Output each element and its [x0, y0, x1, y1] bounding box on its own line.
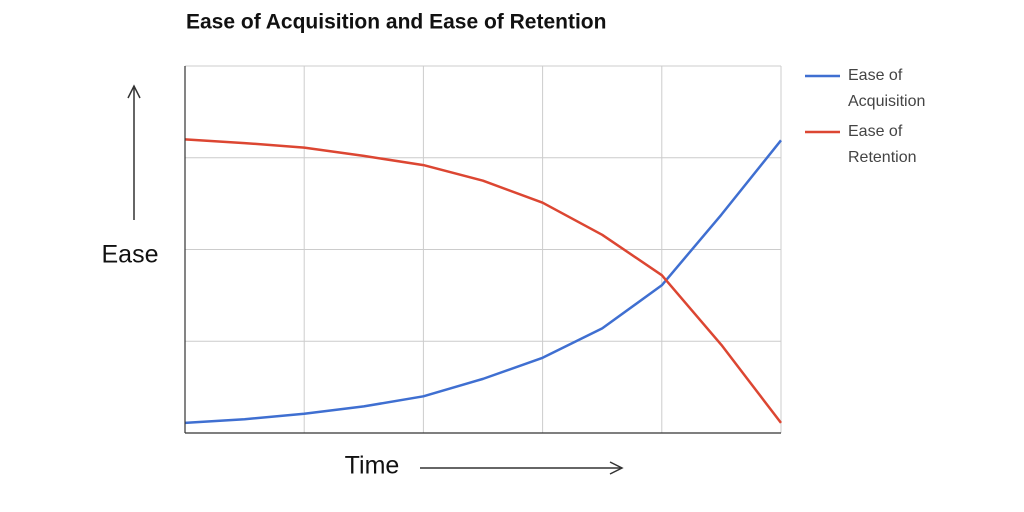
series-line: [184, 138, 782, 424]
x-arrow-head: [609, 461, 624, 475]
plot: [184, 138, 782, 425]
y-arrow-head: [127, 84, 141, 99]
y-axis-label: Ease: [102, 241, 159, 269]
legend-label: Ease of Acquisition: [848, 67, 926, 110]
legend-label: Ease of Retention: [848, 123, 917, 166]
x-axis-label: Time: [345, 452, 400, 480]
chart-title: Ease of Acquisition and Ease of Retentio…: [186, 11, 606, 34]
series-line: [184, 139, 782, 425]
